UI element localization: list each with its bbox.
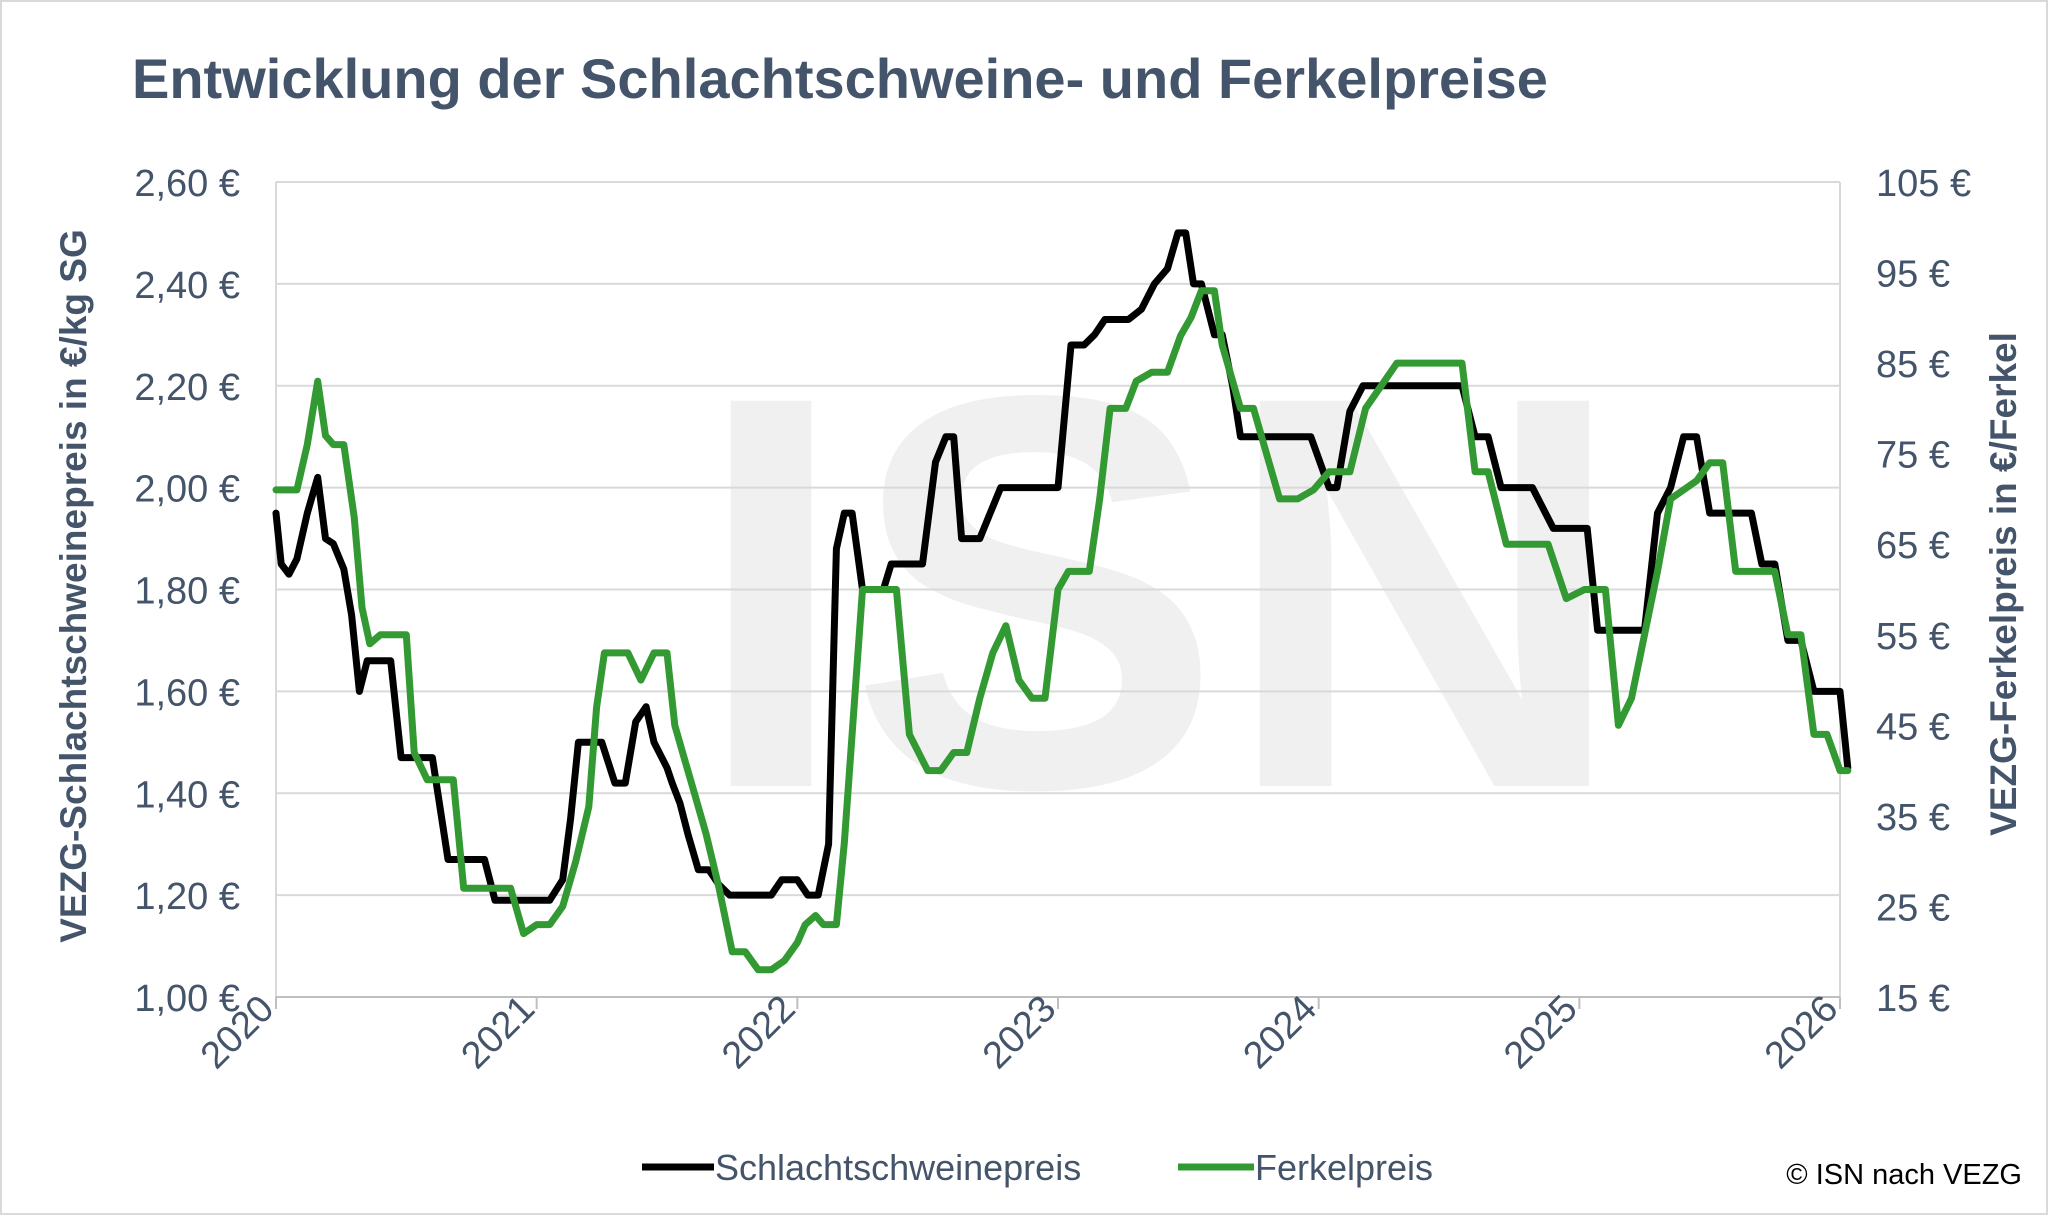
y-tick-label-right: 15 €: [1876, 978, 1950, 1020]
y-tick-label-left: 1,40 €: [134, 774, 240, 816]
y-tick-label-right: 95 €: [1876, 254, 1950, 296]
y-tick-label-right: 85 €: [1876, 344, 1950, 386]
y-tick-label-left: 2,60 €: [134, 163, 240, 205]
legend: Schlachtschweinepreis Ferkelpreis: [642, 1147, 1433, 1188]
y-tick-label-left: 2,20 €: [134, 367, 240, 409]
y-tick-label-left: 1,80 €: [134, 571, 240, 613]
series-line-ferkelpreis: [272, 287, 1852, 974]
y-tick-label-right: 105 €: [1876, 163, 1971, 205]
legend-label-ferkelpreis: Ferkelpreis: [1255, 1147, 1433, 1188]
legend-label-schlachtschweinepreis: Schlachtschweinepreis: [715, 1147, 1081, 1188]
x-tick-label: 2021: [454, 988, 543, 1077]
x-tick-label: 2022: [714, 988, 803, 1077]
series-line-schlachtschweinepreis: [272, 229, 1852, 904]
x-tick-label: 2023: [975, 988, 1064, 1077]
x-tick-label: 2024: [1236, 988, 1325, 1077]
y-tick-label-right: 75 €: [1876, 435, 1950, 477]
y-tick-label-right: 45 €: [1876, 706, 1950, 748]
y-tick-label-left: 1,20 €: [134, 876, 240, 918]
y-tick-label-right: 35 €: [1876, 797, 1950, 839]
y-tick-label-left: 1,60 €: [134, 672, 240, 714]
y-tick-label-right: 55 €: [1876, 616, 1950, 658]
y-tick-label-left: 2,40 €: [134, 265, 240, 307]
x-tick-label: 2025: [1496, 988, 1585, 1077]
y-tick-label-left: 2,00 €: [134, 469, 240, 511]
y-tick-label-right: 65 €: [1876, 525, 1950, 567]
credit-text: © ISN nach VEZG: [1786, 1159, 2022, 1191]
chart-title: Entwicklung der Schlachtschweine- und Fe…: [132, 47, 1548, 110]
y-tick-label-left: 1,00 €: [134, 978, 240, 1020]
y-tick-label-right: 25 €: [1876, 887, 1950, 929]
y-axis-title-left: VEZG-Schlachtschweinepreis in €/kg SG: [53, 229, 94, 943]
y-axis-title-right: VEZG-Ferkelpreis in €/Ferkel: [1983, 332, 2024, 836]
x-tick-label: 2026: [1757, 988, 1846, 1077]
